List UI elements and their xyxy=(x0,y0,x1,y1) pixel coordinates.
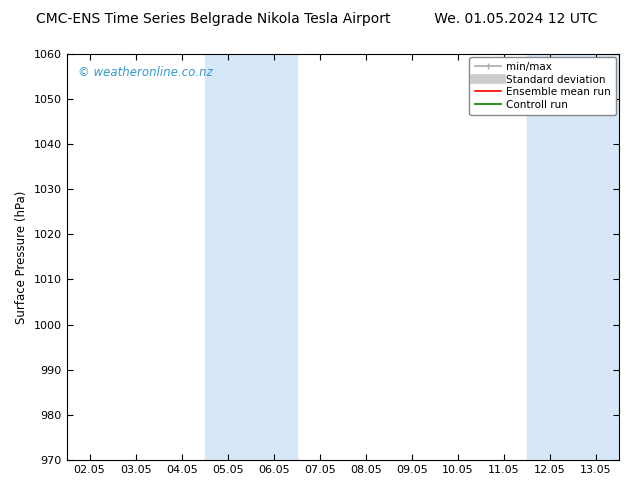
Bar xyxy=(205,53,297,460)
Legend: min/max, Standard deviation, Ensemble mean run, Controll run: min/max, Standard deviation, Ensemble me… xyxy=(469,57,616,115)
Bar xyxy=(527,53,619,460)
Text: CMC-ENS Time Series Belgrade Nikola Tesla Airport          We. 01.05.2024 12 UTC: CMC-ENS Time Series Belgrade Nikola Tesl… xyxy=(36,12,598,26)
Text: © weatheronline.co.nz: © weatheronline.co.nz xyxy=(77,66,212,79)
Y-axis label: Surface Pressure (hPa): Surface Pressure (hPa) xyxy=(15,190,28,323)
